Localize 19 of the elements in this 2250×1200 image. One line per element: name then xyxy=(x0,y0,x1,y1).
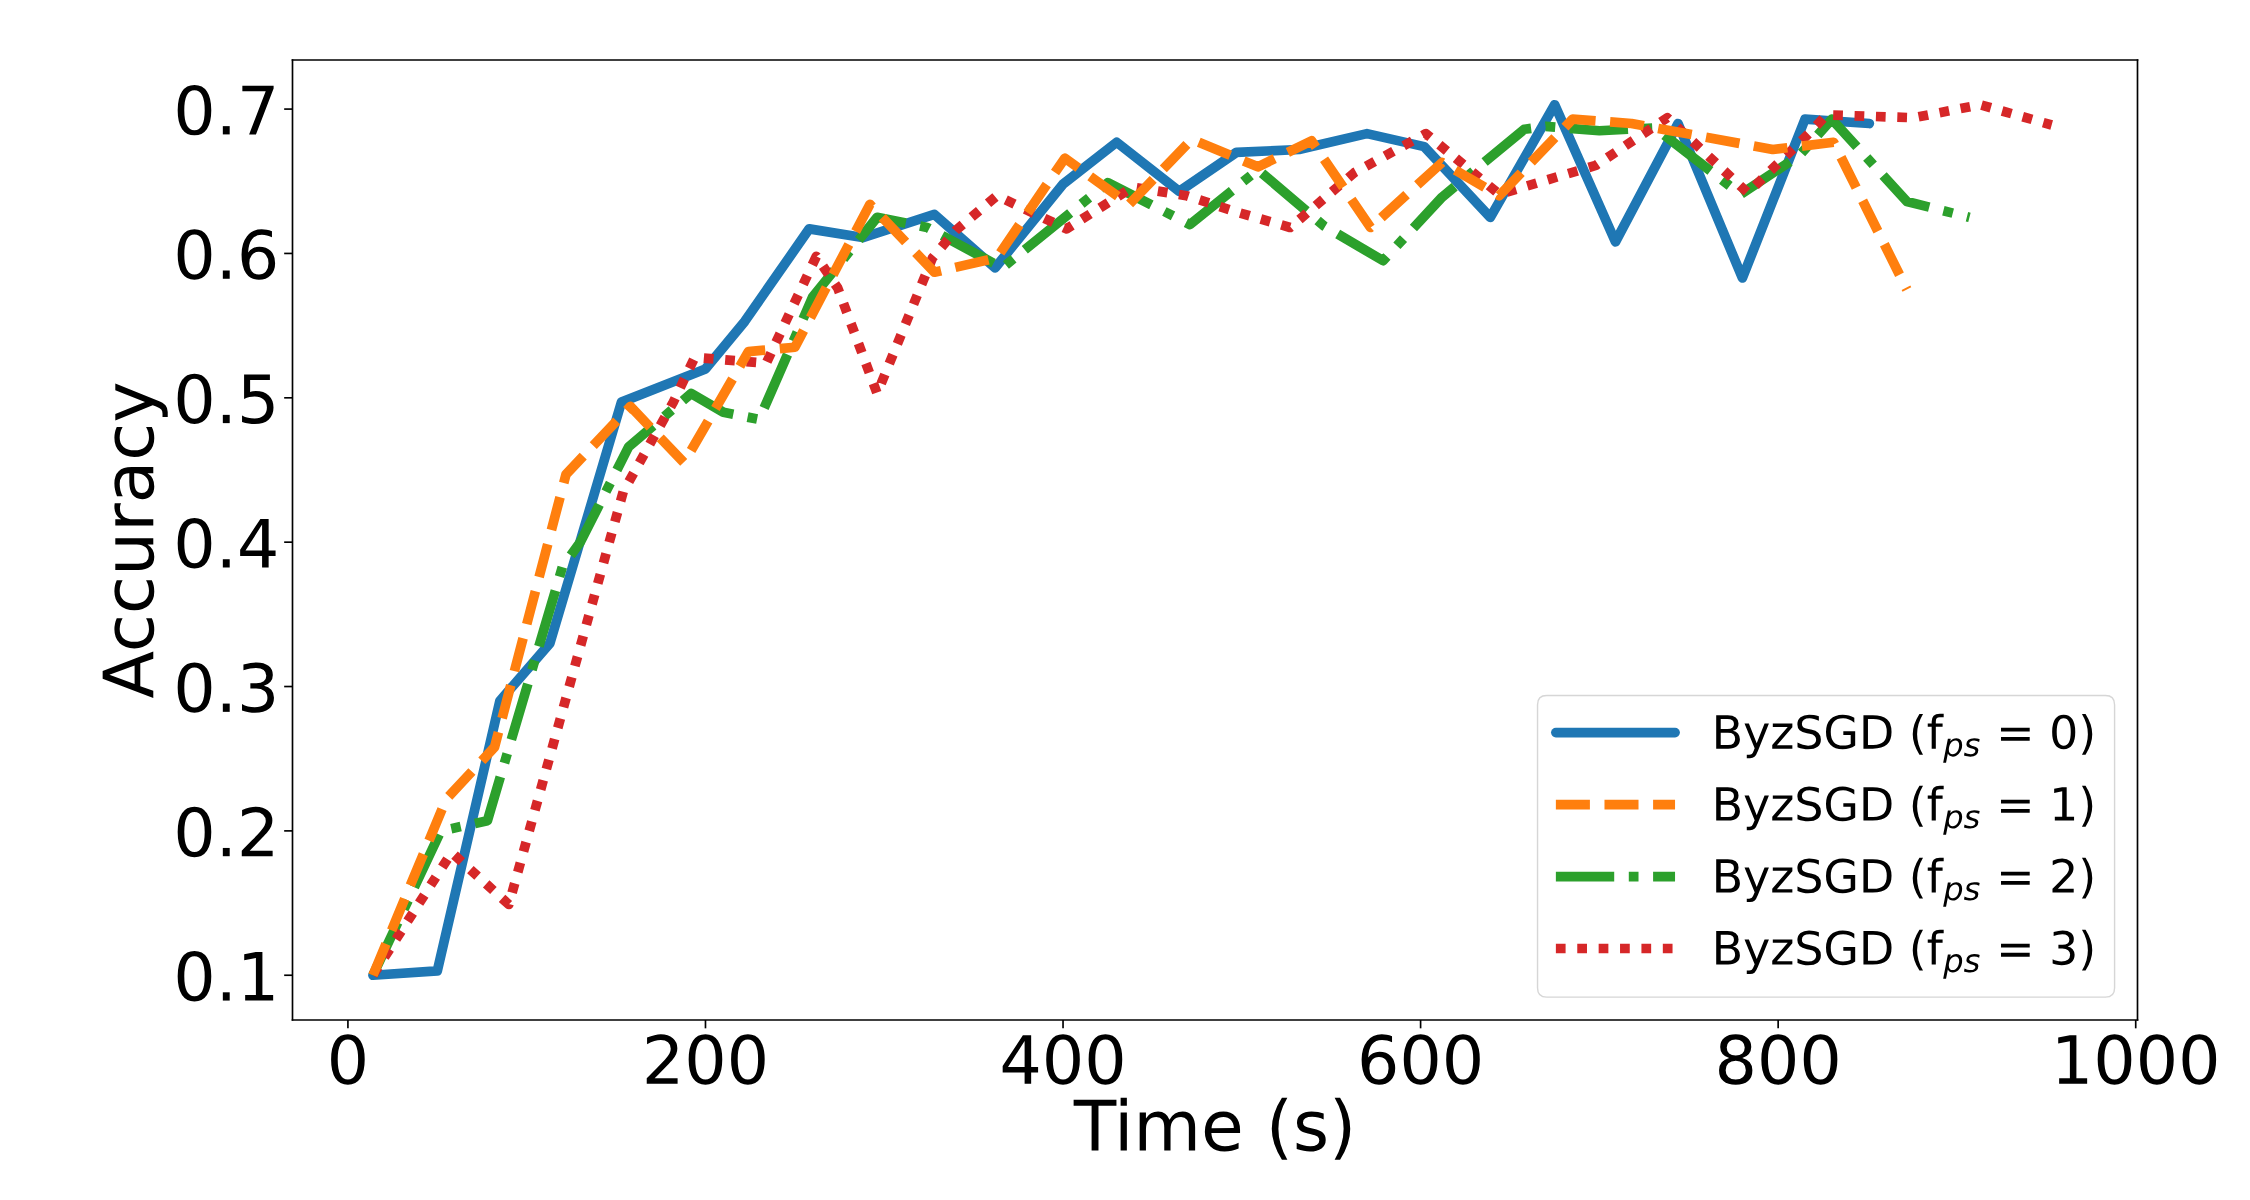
y-tick-label: 0.5 xyxy=(177,373,274,425)
x-tick-label: 800 xyxy=(1719,1034,1838,1085)
y-tick-label: 0.7 xyxy=(177,84,274,136)
x-tick-label: 1000 xyxy=(2058,1034,2217,1085)
legend-label: ByzSGD (f$_{ps}$ = 3) xyxy=(1716,929,2093,979)
y-tick-label: 0.6 xyxy=(177,229,276,280)
x-tick-label: 400 xyxy=(1002,1034,1123,1085)
y-tick-label: 0.4 xyxy=(177,518,276,569)
x-tick-label: 200 xyxy=(646,1034,765,1085)
x-tick-label: 600 xyxy=(1361,1034,1480,1085)
y-tick-label: 0.1 xyxy=(177,951,274,1002)
legend-label: ByzSGD (f$_{ps}$ = 1) xyxy=(1716,785,2093,835)
legend-label: ByzSGD (f$_{ps}$ = 2) xyxy=(1716,857,2093,907)
y-axis-title: Accuracy xyxy=(102,383,168,698)
y-tick-label: 0.2 xyxy=(177,806,273,858)
x-axis-title: Time (s) xyxy=(1073,1097,1351,1160)
y-tick-label: 0.3 xyxy=(177,662,274,713)
legend-label: ByzSGD (f$_{ps}$ = 0) xyxy=(1716,713,2093,763)
x-tick-label: 0 xyxy=(331,1034,365,1085)
